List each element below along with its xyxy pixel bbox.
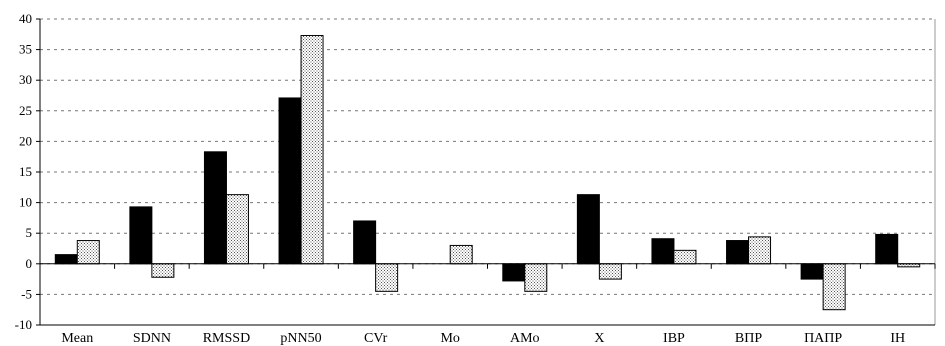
bar-series2-X: [598, 263, 622, 280]
y-tick-label: -5: [21, 286, 32, 301]
bar-series2-RMSSD: [225, 194, 249, 265]
y-tick-label: 20: [19, 133, 32, 148]
y-tick-label: 0: [26, 256, 33, 271]
category-label: X: [594, 331, 604, 346]
y-tick-label: -10: [15, 317, 32, 332]
bar-series1-AMo: [502, 263, 526, 282]
category-label: ПАПР: [804, 331, 842, 346]
y-tick-label: 25: [19, 103, 32, 118]
bar-series2-Mean: [76, 240, 100, 265]
category-label: IBP: [663, 331, 685, 346]
y-tick-label: 35: [19, 42, 32, 57]
bar-series2-Mo: [449, 244, 473, 265]
bar-series1-ВПР: [726, 240, 750, 265]
bar-series1-RMSSD: [203, 151, 227, 265]
y-tick-label: 15: [19, 164, 32, 179]
y-tick-label: 30: [19, 72, 32, 87]
bar-series2-ПАПР: [822, 263, 846, 311]
gridlines: [40, 18, 935, 295]
y-tick-label: 40: [19, 11, 32, 26]
bar-series2-pNN50: [300, 35, 324, 265]
bar-series2-SDNN: [151, 263, 175, 278]
y-tick-label: 10: [19, 195, 32, 210]
category-label: Mean: [61, 331, 93, 346]
y-tick-label: 5: [26, 225, 33, 240]
labels: -10 -5 0 5 10 15 20 25 30 35 40 Mean SDNN RMSSD pNN50 C…: [15, 11, 905, 346]
category-label: SDNN: [133, 331, 171, 346]
bar-series2-ВПР: [748, 236, 772, 265]
bar-series1-IH: [875, 233, 899, 265]
bar-series1-CVr: [353, 220, 377, 265]
bar-series2-CVr: [375, 263, 399, 292]
bar-series2-IBP: [673, 249, 697, 265]
category-label: RMSSD: [203, 331, 250, 346]
category-label: Mo: [440, 331, 459, 346]
category-label: AMo: [510, 331, 540, 346]
bar-series1-Mean: [54, 254, 78, 265]
category-label: pNN50: [280, 331, 321, 346]
bar-series1-X: [576, 194, 600, 265]
bar-series2-AMo: [524, 263, 548, 292]
bar-series1-pNN50: [278, 97, 302, 265]
category-label: ВПР: [735, 331, 762, 346]
bar-series1-IBP: [651, 238, 675, 265]
bar-series1-SDNN: [129, 206, 153, 265]
axes: [36, 18, 936, 326]
bar-series1-ПАПР: [800, 263, 824, 280]
category-label: IH: [890, 331, 905, 346]
category-label: CVr: [364, 331, 388, 346]
